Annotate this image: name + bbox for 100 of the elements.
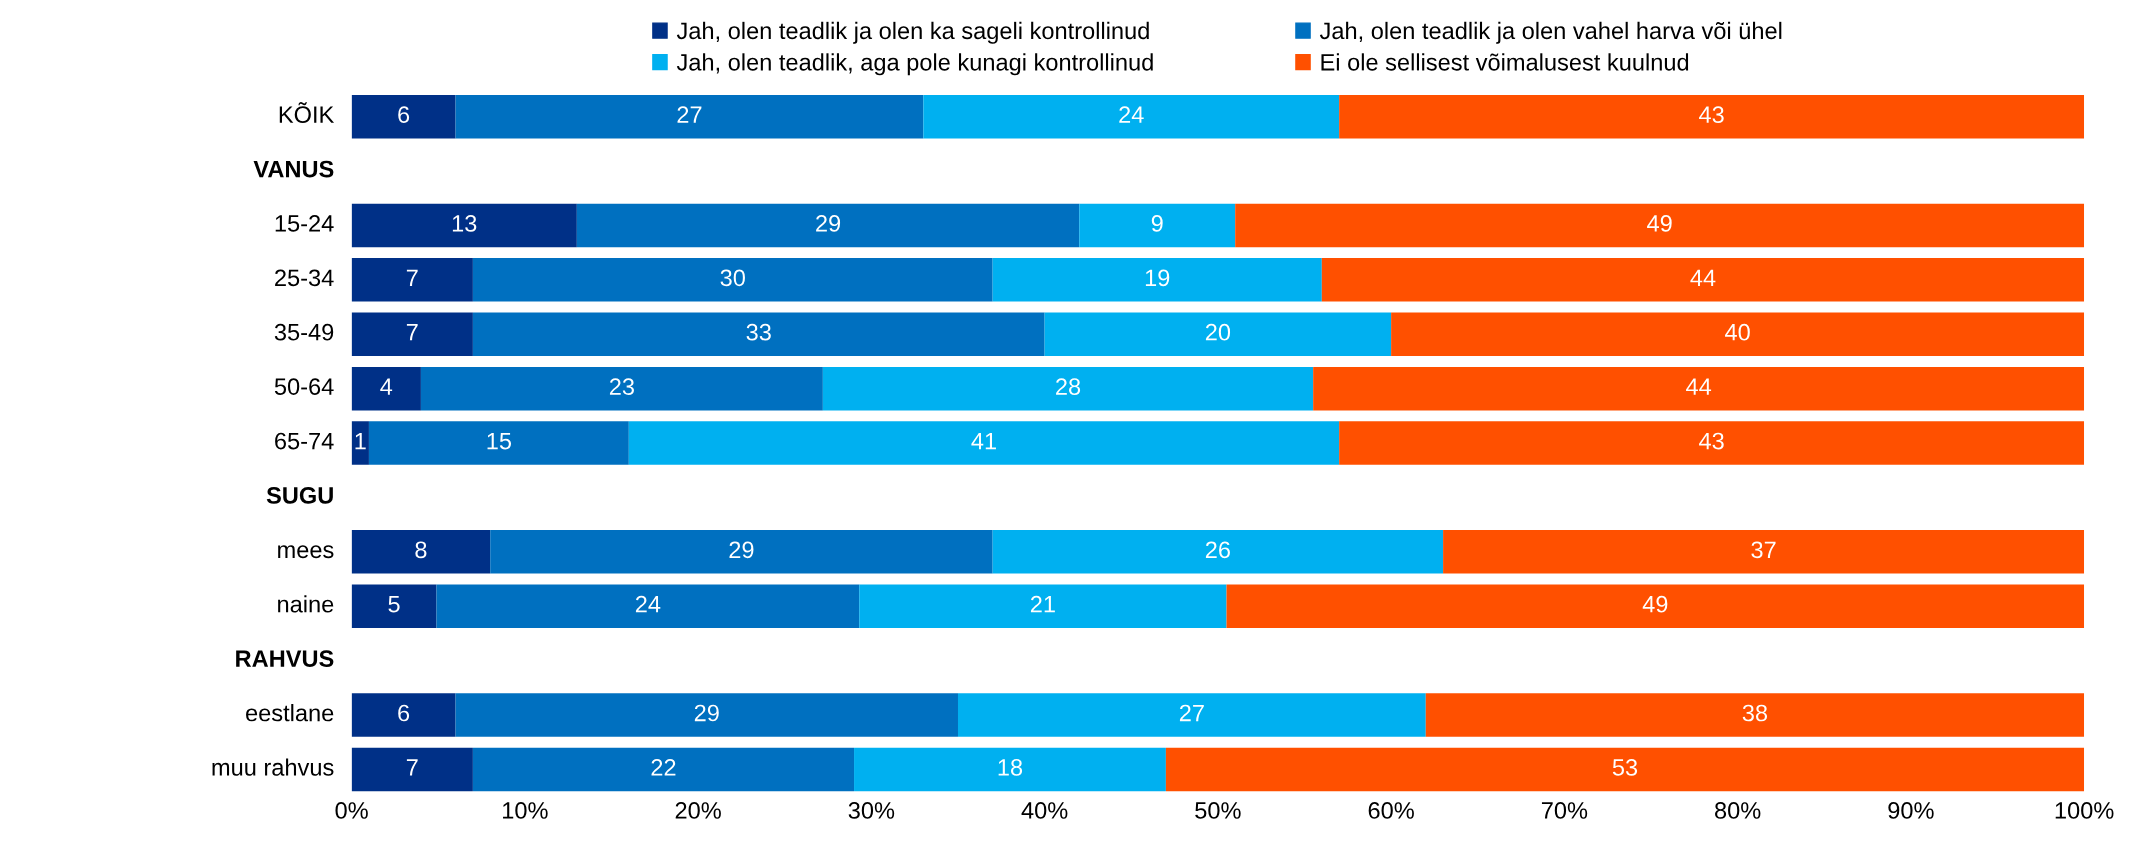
bar [992, 258, 1322, 302]
y-tick-label: KÕIK [279, 102, 335, 123]
data-label: 9 [1151, 215, 1163, 232]
data-label: 41 [971, 432, 996, 450]
data-label: 27 [1179, 704, 1204, 722]
bar [1226, 584, 2085, 628]
data-label: 49 [1642, 595, 1668, 613]
y-tick-label: 65-74 [275, 432, 334, 450]
data-label: 30 [720, 269, 745, 287]
bar [576, 203, 1080, 248]
bar [923, 94, 1340, 139]
x-tick-label: 40% [1021, 802, 1068, 819]
x-tick-label: 70% [1541, 802, 1588, 819]
bar [472, 258, 993, 302]
data-label: 24 [1119, 106, 1144, 123]
y-tick-label: 15-24 [275, 215, 334, 232]
x-tick-label: 10% [503, 802, 548, 819]
data-label: 29 [694, 704, 719, 722]
data-label: 26 [1205, 541, 1230, 559]
x-tick-label: 20% [675, 802, 721, 819]
data-label: 8 [415, 541, 427, 559]
data-label: 53 [1612, 759, 1638, 776]
data-label: 5 [388, 596, 400, 613]
y-tick-label: naine [278, 595, 334, 613]
data-label: 6 [398, 704, 410, 722]
bar [1165, 747, 2085, 792]
bar [490, 530, 993, 574]
data-label: 21 [1030, 595, 1055, 613]
bar [1425, 693, 2085, 737]
data-label: 49 [1647, 215, 1672, 232]
bar [351, 366, 421, 411]
legend-label: Jah, olen teadlik ja olen vahel harva või ühel [1319, 21, 1782, 44]
data-label: 37 [1751, 541, 1776, 559]
y-tick-label: RAHVUS [236, 650, 334, 667]
bar [957, 693, 1426, 737]
y-tick-label: 50-64 [274, 378, 334, 395]
bar [351, 693, 456, 737]
bar [472, 312, 1045, 356]
data-label: 20 [1205, 323, 1231, 341]
bar [351, 747, 473, 792]
bar [351, 421, 369, 465]
x-tick-label: 90% [1888, 802, 1934, 819]
data-label: 40 [1725, 323, 1750, 341]
bar [628, 421, 1340, 465]
y-tick-label: SUGU [266, 487, 333, 504]
bar [351, 584, 437, 628]
y-tick-label: eestlane [246, 704, 334, 722]
y-tick-label: VANUS [253, 160, 334, 178]
bar [368, 421, 629, 465]
legend-label: Jah, olen teadlik, aga pole kunagi kontrollinud [676, 53, 1153, 76]
data-label: 24 [635, 595, 661, 613]
data-label: 7 [406, 269, 418, 286]
bar [351, 94, 456, 139]
data-label: 44 [1686, 378, 1712, 395]
bar [1339, 94, 2085, 139]
y-tick-label: mees [278, 545, 334, 559]
x-tick-label: 80% [1715, 802, 1761, 819]
bar [351, 258, 473, 302]
data-label: 28 [1056, 378, 1081, 395]
bar [1339, 421, 2085, 465]
data-label: 43 [1699, 432, 1724, 450]
data-label: 33 [746, 323, 771, 341]
data-label: 18 [998, 759, 1023, 776]
bar [822, 366, 1314, 411]
data-label: 29 [816, 215, 841, 232]
legend-label: Ei ole sellisest võimalusest kuulnud [1321, 53, 1689, 71]
bar [854, 747, 1166, 792]
x-tick-label: 30% [848, 802, 895, 819]
legend-label: Jah, olen teadlik ja olen ka sageli kontrollinud [676, 21, 1149, 44]
data-label: 43 [1699, 106, 1724, 123]
data-label: 7 [406, 759, 418, 776]
data-label: 6 [398, 106, 410, 123]
data-label: 27 [677, 106, 702, 123]
bar [1044, 312, 1392, 356]
bar [1235, 203, 2085, 248]
bar [1443, 530, 2085, 574]
x-tick-label: 50% [1195, 802, 1241, 819]
data-label: 7 [406, 324, 418, 341]
x-tick-label: 100% [2055, 802, 2114, 819]
y-tick-label: 35-49 [274, 323, 334, 341]
y-tick-label: 25-34 [275, 269, 334, 287]
data-label: 1 [355, 432, 366, 450]
data-label: 13 [452, 215, 477, 232]
data-label: 19 [1145, 269, 1170, 287]
bar [1079, 203, 1236, 248]
bar [1321, 258, 2085, 302]
data-label: 29 [729, 541, 754, 559]
bar [1391, 312, 2085, 356]
x-tick-label: 60% [1368, 802, 1414, 819]
data-label: 44 [1690, 269, 1716, 286]
bar [351, 312, 473, 356]
data-label: 15 [487, 432, 512, 450]
y-tick-label: muu rahvus [212, 758, 334, 776]
bar [1313, 366, 2085, 411]
bar [455, 693, 958, 737]
bar [859, 584, 1227, 628]
data-label: 22 [651, 759, 676, 776]
bar [351, 203, 577, 248]
data-label: 38 [1742, 704, 1768, 722]
bar [351, 530, 491, 574]
